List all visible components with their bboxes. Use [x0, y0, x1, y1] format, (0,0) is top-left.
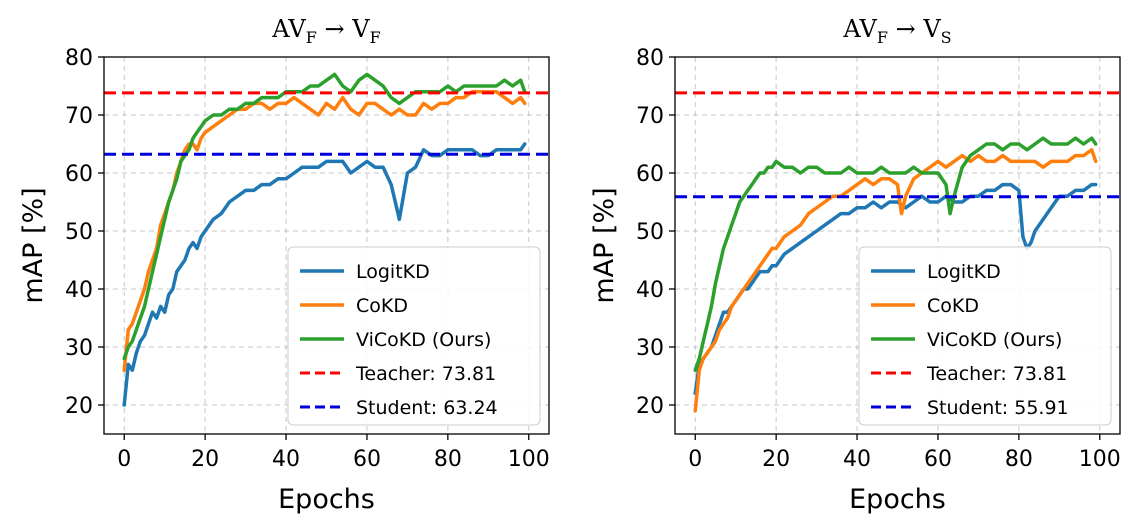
x-tick-label: 100	[1079, 447, 1121, 472]
legend-entry: Student: 63.24	[356, 397, 498, 419]
y-tick-label: 70	[636, 104, 664, 129]
x-tick-label: 80	[1005, 447, 1033, 472]
y-axis-label: mAP [%]	[18, 187, 49, 303]
chart-panel-left: 0 20 40 60 80 100 20 30 40 50 60 70 80 Epochs mAP [%] A…	[18, 15, 550, 515]
x-tick-label: 40	[272, 447, 300, 472]
x-tick-label: 80	[434, 447, 462, 472]
x-tick-label: 100	[508, 447, 550, 472]
legend-entry: LogitKD	[927, 261, 1001, 283]
legend-entry: ViCoKD (Ours)	[927, 329, 1062, 351]
legend-entry: Teacher: 73.81	[926, 363, 1067, 385]
series-line-cokd	[693, 148, 1098, 413]
legend: LogitKD CoKD ViCoKD (Ours) Teacher: 73.81 St…	[287, 246, 541, 426]
axes-frame	[103, 56, 550, 435]
y-tick-label: 80	[65, 46, 93, 71]
chart-title: AVF → VS	[842, 15, 951, 47]
y-tick-label: 80	[636, 46, 664, 71]
legend-box	[287, 246, 541, 426]
legend-entry: Teacher: 73.81	[355, 363, 496, 385]
legend-entry: CoKD	[927, 295, 979, 317]
series-line-logitkd	[122, 142, 527, 407]
y-axis-label: mAP [%]	[589, 187, 620, 303]
y-tick-label: 20	[636, 394, 664, 419]
x-tick-label: 60	[353, 447, 381, 472]
x-tick-label: 0	[117, 447, 131, 472]
y-tick-label: 30	[65, 336, 93, 361]
y-tick-label: 40	[65, 278, 93, 303]
x-axis-label: Epochs	[849, 484, 946, 515]
axes-frame	[674, 56, 1121, 435]
legend: LogitKD CoKD ViCoKD (Ours) Teacher: 73.81 St…	[858, 246, 1112, 426]
x-tick-label: 0	[688, 447, 702, 472]
x-axis-label: Epochs	[278, 484, 375, 515]
plot-area	[675, 91, 1120, 413]
y-tick-label: 40	[636, 278, 664, 303]
chart-title: AVF → VF	[271, 15, 380, 47]
y-tick-label: 20	[65, 394, 93, 419]
y-tick-label: 50	[636, 220, 664, 245]
chart-panel-right: 0 20 40 60 80 100 20 30 40 50 60 70 80 Epochs mAP [%] A…	[589, 15, 1121, 515]
y-tick-label: 50	[65, 220, 93, 245]
x-tick-label: 20	[762, 447, 790, 472]
plot-area	[104, 72, 549, 407]
x-tick-label: 40	[843, 447, 871, 472]
legend-entry: ViCoKD (Ours)	[356, 329, 491, 351]
x-tick-label: 60	[924, 447, 952, 472]
y-tick-label: 30	[636, 336, 664, 361]
legend-entry: CoKD	[356, 295, 408, 317]
y-tick-label: 70	[65, 104, 93, 129]
legend-entry: LogitKD	[356, 261, 430, 283]
y-tick-label: 60	[636, 162, 664, 187]
y-tick-label: 60	[65, 162, 93, 187]
x-tick-label: 20	[191, 447, 219, 472]
series-line-vicokd-ours	[693, 136, 1098, 372]
legend-box	[858, 246, 1112, 426]
legend-entry: Student: 55.91	[927, 397, 1069, 419]
